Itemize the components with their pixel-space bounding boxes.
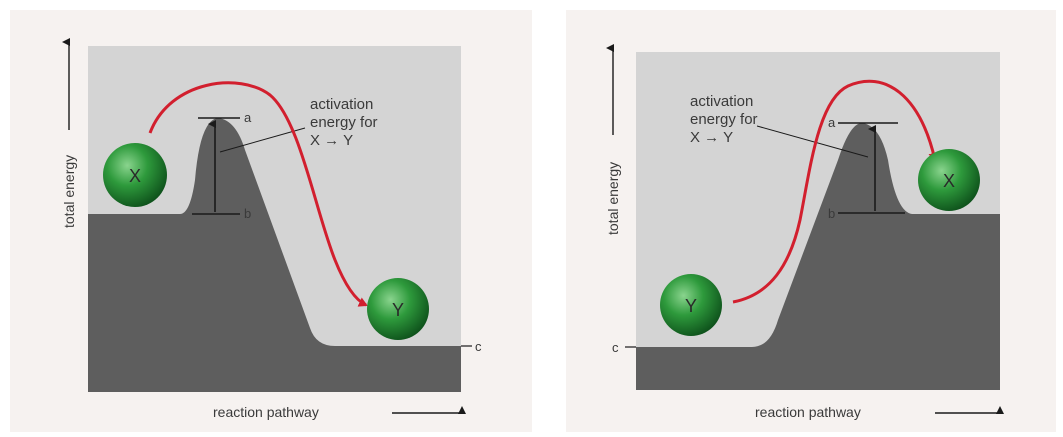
left-y-axis-label: total energy (61, 155, 77, 228)
left-reaction-path-arrow (148, 81, 368, 307)
left-x-axis-label: reaction pathway (213, 404, 319, 420)
right-molecule-y (660, 274, 722, 336)
left-annotation-line-3: X → Y (310, 132, 353, 149)
right-reaction-path-arrow (732, 79, 939, 304)
left-molecule-x-label: X (129, 166, 141, 186)
right-annotation-line-3: X → Y (690, 129, 733, 146)
right-annotation-line-1: activation (690, 93, 753, 110)
left-molecule-y-label: Y (392, 300, 404, 320)
left-point-c-label: c (475, 339, 482, 354)
left-annotation-line-1: activation (310, 96, 373, 113)
right-molecule-y-label: Y (685, 296, 697, 316)
right-energy-diagram: Y X a b c activation energy for X → Y to… (605, 44, 1004, 420)
right-molecule-x (918, 149, 980, 211)
right-point-b-label: b (828, 206, 835, 221)
left-molecule-y (367, 278, 429, 340)
left-energy-diagram: X Y a b c activation energy for X → Y to… (61, 38, 482, 420)
left-point-a-label: a (244, 110, 252, 125)
right-point-a-label: a (828, 115, 836, 130)
right-y-axis-label: total energy (605, 162, 621, 235)
left-point-b-label: b (244, 206, 251, 221)
left-energy-surface (88, 118, 461, 392)
left-annotation-leader (219, 127, 306, 153)
right-annotation-line-2: energy for (690, 111, 758, 128)
left-annotation-line-2: energy for (310, 114, 378, 131)
right-molecule-x-label: X (943, 171, 955, 191)
right-x-axis-label: reaction pathway (755, 404, 861, 420)
right-energy-surface (636, 123, 1000, 390)
left-molecule-x (103, 143, 167, 207)
right-point-c-label: c (612, 340, 619, 355)
right-annotation-leader (756, 125, 869, 158)
